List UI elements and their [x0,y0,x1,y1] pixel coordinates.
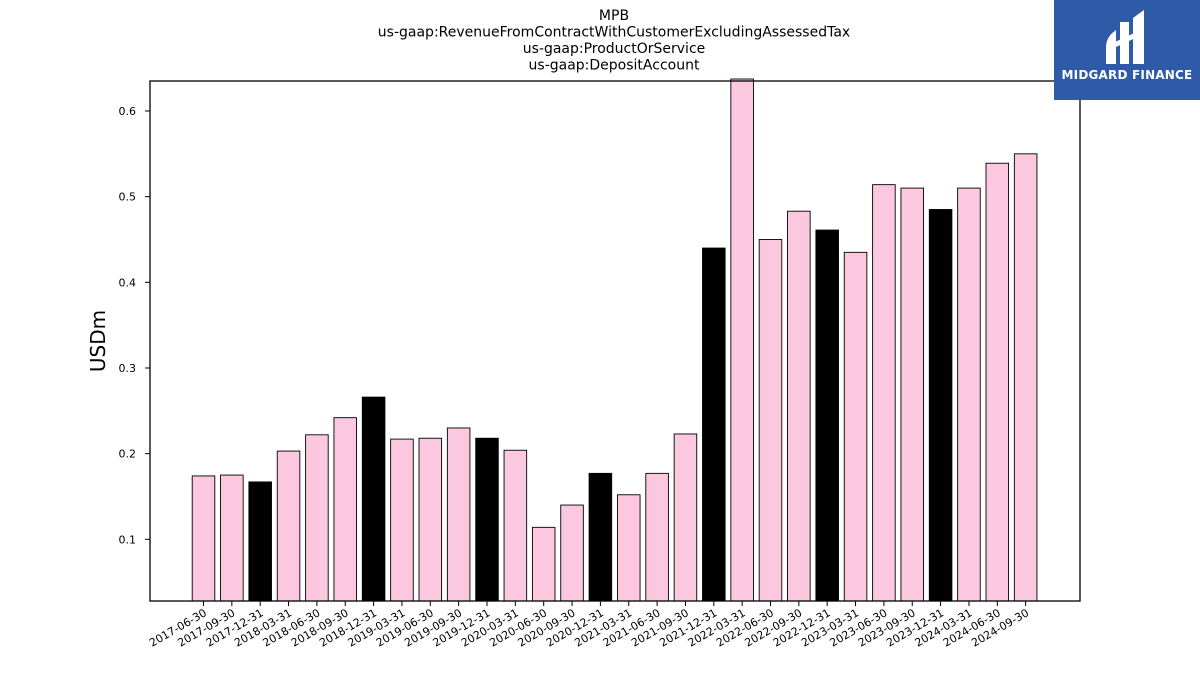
bar-2020-09-30 [560,504,584,602]
bar-2019-06-30 [418,437,443,602]
chart-title-line: us-gaap:RevenueFromContractWithCustomerE… [378,25,850,41]
plot-frame [149,80,1081,602]
y-tick-label: 0.4 [119,276,137,289]
bar-2023-12-31 [928,209,953,602]
bar-2023-03-31 [843,251,868,602]
y-axis: 0.1 0.2 0.3 0.4 0.5 0.6 [119,105,150,546]
bar-2021-06-30 [645,472,669,602]
x-axis: 2017-06-302017-09-302017-12-312018-03-31… [147,601,1031,650]
bar-2019-09-30 [446,427,471,602]
y-axis-label: USDm [86,310,110,372]
bar-2021-12-31 [702,247,726,602]
plot-area [149,78,1081,602]
bar-2018-06-30 [305,434,329,602]
bar-2024-06-30 [985,162,1010,602]
bar-2023-06-30 [872,184,896,602]
bar-2022-06-30 [758,239,783,602]
bar-2017-12-31 [248,481,272,602]
bar-2018-09-30 [333,417,358,602]
bar-2021-03-31 [617,494,641,602]
bar-2023-09-30 [900,187,925,602]
bar-2024-03-31 [957,187,981,602]
bar-2024-09-30 [1013,153,1038,602]
bar-2020-03-31 [503,449,528,602]
logo-text: MIDGARD FINANCE [1061,68,1193,82]
bar-2018-03-31 [276,450,301,602]
midgard-finance-logo: MIDGARD FINANCE [1054,0,1200,100]
y-tick-label: 0.2 [119,448,137,461]
bar-2017-06-30 [191,475,216,602]
bar-2018-12-31 [361,396,386,602]
y-tick-label: 0.5 [119,191,137,204]
bar-2022-12-31 [815,229,839,602]
bar-2020-12-31 [588,472,613,602]
bar-2017-09-30 [220,474,244,602]
chart-title: MPBus-gaap:RevenueFromContractWithCustom… [378,8,850,74]
bar-2020-06-30 [531,526,556,602]
bar-2019-12-31 [475,437,499,602]
y-tick-label: 0.6 [119,105,137,118]
chart-title-line: us-gaap:ProductOrService [523,41,706,57]
y-tick-label: 0.3 [119,362,137,375]
logo-icon [1106,10,1144,64]
bar-2022-03-31 [730,78,754,602]
bar-2021-09-30 [673,433,698,602]
chart-title-line: MPB [599,8,629,24]
y-tick-label: 0.1 [119,533,137,546]
bar-2022-09-30 [787,210,811,602]
bar-2019-03-31 [390,438,414,602]
chart-title-line: us-gaap:DepositAccount [529,58,700,74]
